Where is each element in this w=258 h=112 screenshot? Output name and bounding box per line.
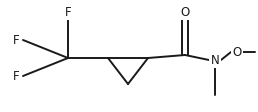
- Text: F: F: [65, 5, 71, 18]
- Text: O: O: [180, 5, 190, 18]
- Text: N: N: [211, 54, 219, 67]
- Text: F: F: [13, 33, 19, 46]
- Text: F: F: [13, 70, 19, 83]
- Text: O: O: [232, 45, 242, 58]
